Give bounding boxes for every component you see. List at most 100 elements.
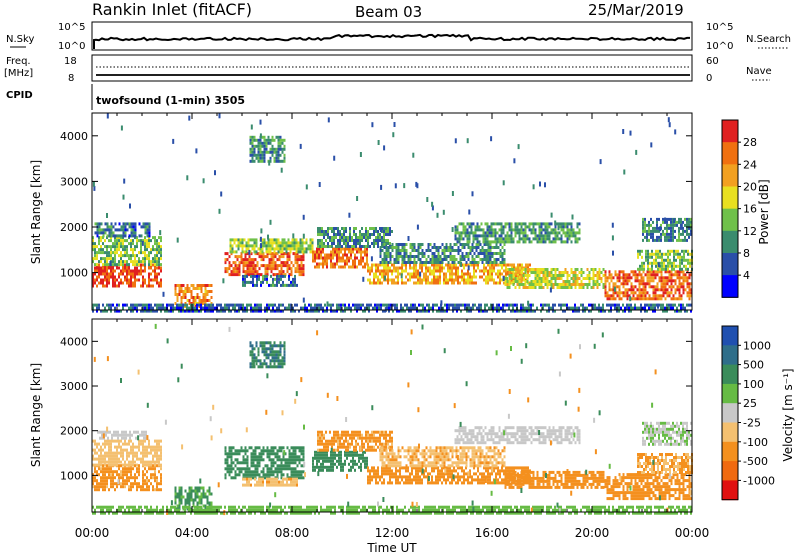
echo-cell [96,275,98,279]
echo-cell [379,269,381,273]
echo-cell [144,278,146,282]
echo-cell [556,286,559,289]
echo-cell [94,281,96,285]
echo-cell [279,135,282,139]
echo-cell [350,250,352,254]
echo-cell [447,263,449,267]
echo-cell [130,306,132,310]
echo-cell [160,473,162,477]
echo-cell [232,303,234,307]
echo-cell [108,303,110,307]
echo-noise-cell [657,262,660,268]
echo-noise-cell [403,183,406,189]
echo-cell [676,306,678,310]
echo-cell [443,252,446,255]
echo-cell [250,309,252,313]
echo-cell [678,309,680,313]
echo-cell [251,150,254,154]
echo-cell [94,222,97,226]
echo-cell [608,282,611,286]
echo-cell [130,257,132,261]
echo-cell [427,278,429,282]
echo-cell [399,266,401,270]
echo-cell [518,271,521,274]
echo-cell [411,249,414,252]
echo-cell [455,258,458,261]
echo-cell [206,309,208,313]
echo-cell [464,303,466,307]
echo-cell [355,233,357,236]
echo-cell [140,451,142,455]
freq-unit: [MHz] [4,68,33,79]
echo-cell [136,236,138,240]
echo-cell [433,275,435,279]
echo-cell [651,255,653,259]
echo-cell [170,303,172,307]
echo-cell [570,228,573,232]
echo-cell [668,285,671,289]
echo-cell [168,303,170,307]
echo-cell [667,249,669,253]
echo-cell [160,269,162,273]
echo-cell [401,255,404,258]
echo-cell [624,306,626,310]
echo-cell [192,504,195,508]
echo-cell [318,309,320,313]
echo-cell [132,309,134,313]
echo-cell [474,225,477,229]
echo-cell [649,261,651,265]
echo-cell [122,457,124,461]
echo-cell [118,281,120,285]
echo-cell [255,144,258,148]
echo-cell [194,306,196,310]
echo-cell [144,242,146,246]
echo-cell [395,261,398,264]
echo-cell [417,278,419,282]
echo-cell [275,150,278,154]
echo-cell [270,274,272,278]
echo-cell [672,273,675,277]
echo-cell [534,268,537,271]
echo-cell [373,245,375,248]
echo-cell [493,281,495,285]
echo-cell [304,309,306,313]
echo-cell [357,236,359,239]
echo-cell [236,461,239,465]
echo-cell [128,266,130,270]
echo-cell [530,271,533,274]
echo-cell [269,247,272,251]
echo-cell [144,303,146,307]
echo-cell [666,235,668,239]
echo-noise-cell [659,226,662,232]
echo-cell [106,269,108,273]
echo-cell [339,242,341,245]
echo-cell [142,278,144,282]
echo-cell [264,270,267,274]
echo-cell [136,272,138,276]
echo-cell [234,476,237,480]
echo-cell [467,243,470,246]
echo-cell [518,237,521,241]
echo-cell [656,220,658,224]
echo-cell [608,309,610,313]
echo-cell [249,250,252,254]
echo-cell [148,260,150,264]
echo-cell [94,467,96,471]
echo-cell [126,278,128,282]
echo-cell [128,284,130,288]
echo-cell [104,245,106,249]
echo-cell [362,309,364,313]
echo-cell [128,460,130,464]
echo-cell [104,485,106,489]
echo-cell [104,439,106,443]
echo-cell [240,467,243,471]
echo-cell [305,247,308,251]
echo-cell [154,479,156,483]
echo-cell [102,479,104,483]
echo-cell [678,220,680,224]
echo-cell [618,291,621,295]
echo-cell [414,303,416,307]
echo-cell [188,306,190,310]
echo-cell [508,303,510,307]
echo-cell [245,244,248,248]
